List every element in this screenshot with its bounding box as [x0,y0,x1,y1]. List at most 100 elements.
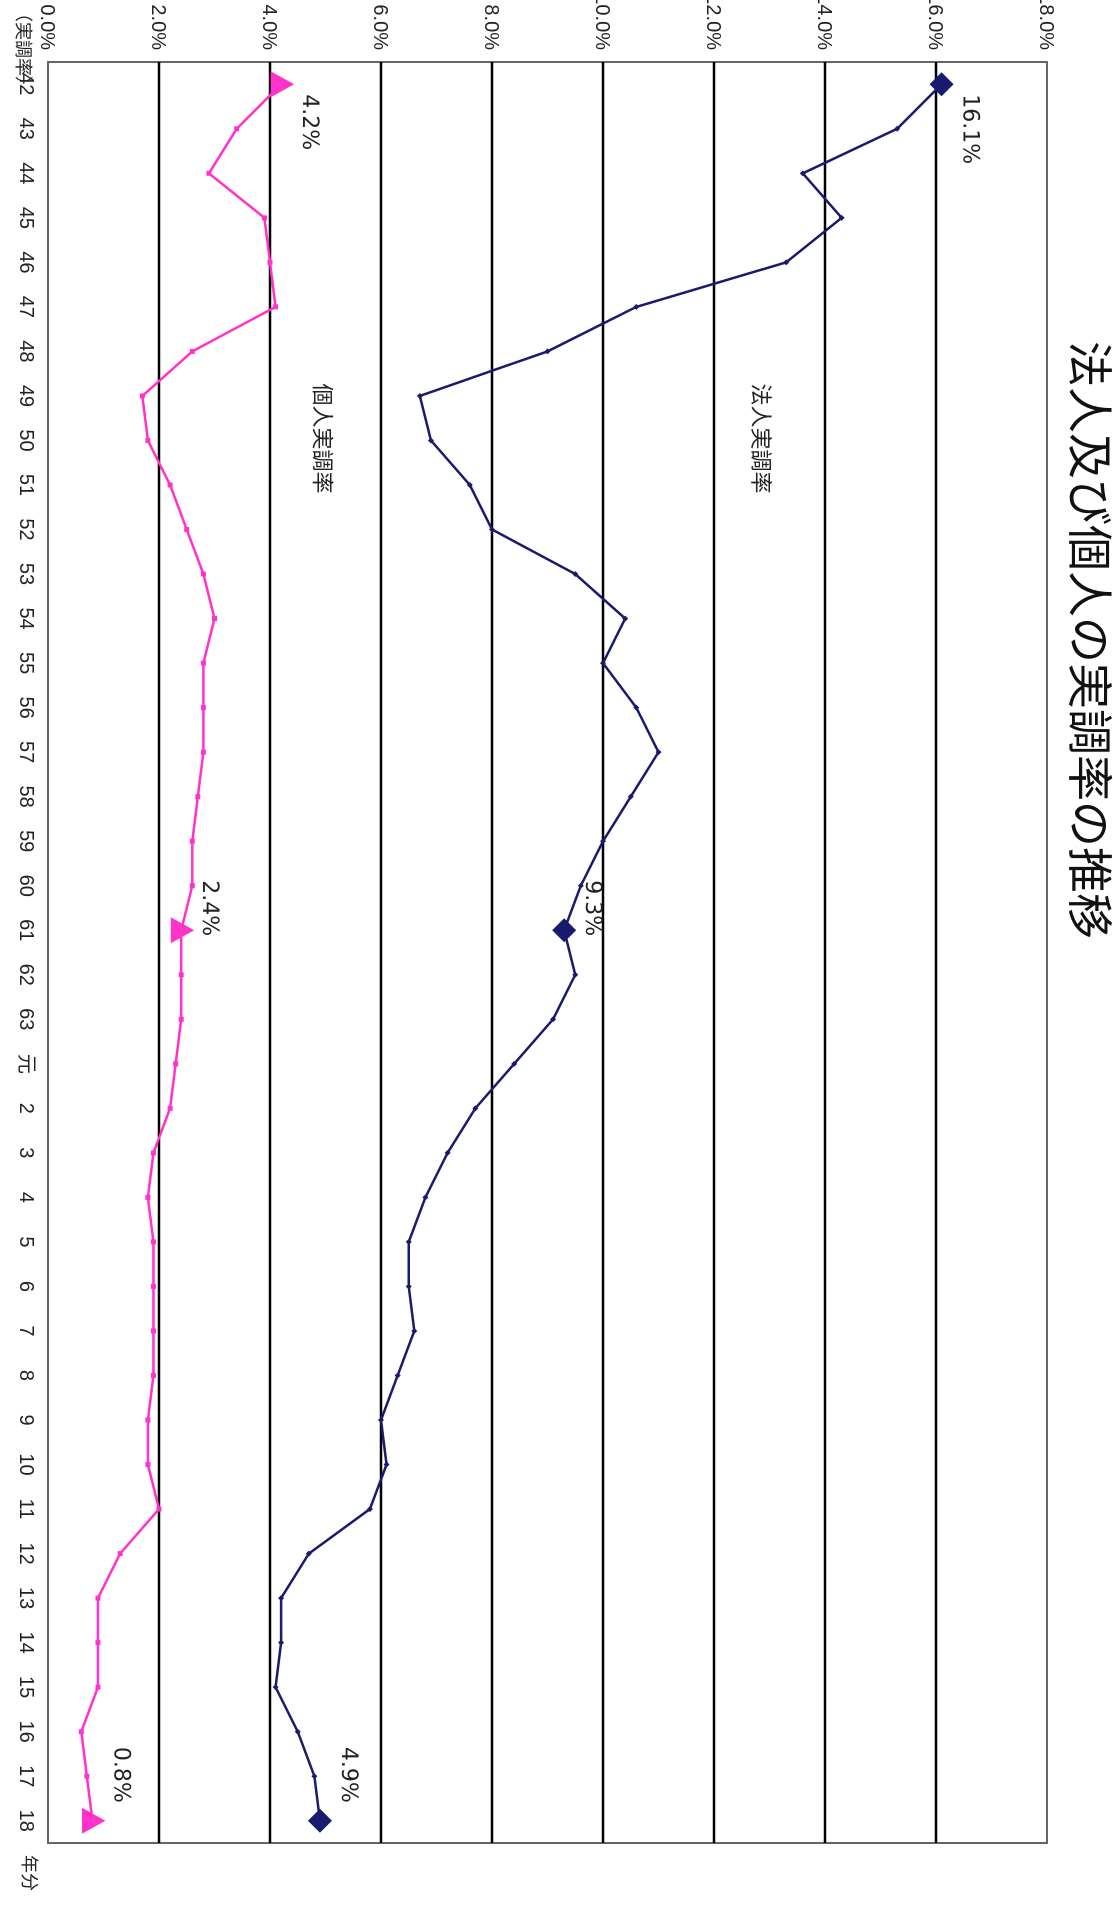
data-point [411,1327,418,1334]
x-tick-labels: 4243444546474849505152535455565758596061… [15,73,37,1832]
data-label: 4.2% [297,94,322,150]
series-lines [80,83,943,1821]
data-point [427,437,434,444]
data-point [633,303,640,310]
data-point [489,526,495,533]
data-point [150,1328,156,1334]
gridlines [157,62,938,1843]
data-point [206,170,212,176]
data-point [117,1551,123,1557]
data-point [167,482,173,488]
data-point [145,1194,151,1200]
x-tick-label: 11 [15,1499,37,1520]
data-point [78,1729,84,1735]
data-point [200,705,206,711]
data-point [278,1639,285,1646]
data-point [422,1194,429,1201]
data-point [366,1506,373,1513]
x-tick-label: 15 [15,1676,37,1698]
x-tick-label: 44 [15,162,37,184]
data-point [627,793,634,800]
x-tick-label: 58 [15,786,37,808]
plot-area [47,61,1048,1844]
x-tick-label: 3 [15,1147,37,1158]
data-point [200,571,206,577]
data-point [167,1105,173,1111]
x-tick-label: 47 [15,296,37,318]
y-tick-label: 12.0% [702,0,724,50]
chart-rotated-group: 0.0% 2.0% 4.0% 6.0% 8.0% 10.0% 12.0% 14.0% 16.0%… [12,0,1113,1891]
data-point [633,704,640,711]
series-label: 法人実調率 [747,383,772,493]
x-tick-label: 50 [15,429,37,451]
x-tick-label: 12 [15,1542,37,1564]
data-point [544,348,551,355]
x-tick-label: 52 [15,518,37,540]
y-axis-label: （実調率） [12,4,33,94]
data-point [799,170,806,177]
data-point [150,1150,156,1156]
x-tick-label: 17 [15,1765,37,1787]
data-point [200,749,206,755]
x-tick-label: 46 [15,251,37,273]
data-point [305,1550,312,1557]
data-point [84,1773,90,1779]
x-tick-label: 43 [15,118,37,140]
data-point [378,1417,384,1424]
y-tick-label: 16.0% [924,0,946,50]
data-point [405,1238,412,1245]
data-point [145,1417,151,1423]
data-point [577,882,584,889]
x-tick-label: 51 [15,474,37,496]
data-point [311,1773,318,1780]
data-point [600,660,606,667]
data-point [195,794,201,800]
data-point [272,1684,279,1691]
x-tick-label: 16 [15,1721,37,1743]
data-point [189,883,195,889]
y-tick-label: 10.0% [591,0,613,50]
data-point [261,215,267,221]
x-tick-label: 62 [15,964,37,986]
x-tick-label: 4 [15,1192,37,1203]
x-tick-label: 56 [15,696,37,718]
data-point [95,1684,101,1690]
x-tick-label: 63 [15,1008,37,1030]
series-markers [78,71,954,1834]
data-point [472,1105,479,1112]
y-tick-labels: 0.0% 2.0% 4.0% 6.0% 8.0% 10.0% 12.0% 14.0% 16.0%… [36,0,1057,50]
data-point [278,1595,285,1602]
x-tick-label: 14 [15,1632,37,1654]
data-point [273,304,279,310]
data-point [189,838,195,844]
x-tick-label: 6 [15,1281,37,1292]
data-point [145,437,151,443]
x-tick-label: 7 [15,1325,37,1336]
data-point [95,1640,101,1646]
data-point [150,1239,156,1245]
data-label: 2.4% [197,880,222,936]
data-point [552,918,577,943]
data-point [572,571,579,578]
data-point [212,616,217,622]
x-tick-label: 60 [15,875,37,897]
data-label: 0.8% [108,1747,133,1803]
data-point [294,1728,301,1735]
data-point [178,1016,184,1022]
x-axis-label: 年分 [18,1855,39,1891]
x-tick-label: 45 [15,207,37,229]
x-tick-label: 2 [15,1103,37,1114]
data-point [139,393,145,399]
x-tick-label: 49 [15,385,37,407]
data-point [394,1372,401,1379]
data-point [267,259,273,265]
y-tick-label: 0.0% [36,4,58,50]
series-labels: 法人実調率 個人実調率 [308,383,771,493]
data-point [178,972,184,978]
x-tick-label: 元 [15,1054,37,1074]
data-point [95,1595,101,1601]
y-tick-label: 18.0% [1035,0,1057,50]
data-point [622,615,629,622]
x-tick-label: 8 [15,1370,37,1381]
